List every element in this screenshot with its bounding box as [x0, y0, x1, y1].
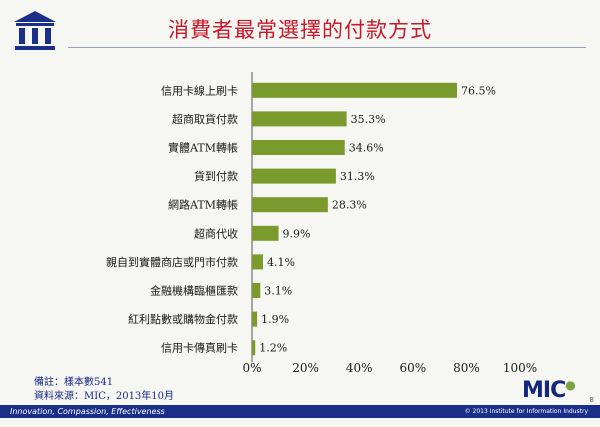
x-tick-label: 100% — [503, 361, 537, 375]
page-title: 消費者最常選擇的付款方式 — [168, 18, 432, 42]
category-label: 網路ATM轉帳 — [168, 198, 238, 212]
data-label: 35.3% — [351, 113, 386, 126]
category-label: 實體ATM轉帳 — [168, 141, 238, 155]
category-label: 信用卡線上刷卡 — [161, 83, 238, 97]
data-label: 28.3% — [332, 199, 367, 212]
bar — [252, 197, 328, 213]
x-tick-label: 0% — [242, 361, 261, 375]
title-divider — [68, 47, 586, 48]
mic-logo: MIC● — [522, 378, 576, 403]
bar — [252, 82, 458, 98]
bar — [252, 340, 256, 356]
data-label: 9.9% — [283, 227, 311, 240]
footer-copyright: © 2013 Institute for Information Industr… — [464, 408, 588, 415]
bar — [252, 111, 347, 127]
data-label: 4.1% — [267, 256, 295, 269]
bar — [252, 311, 258, 327]
data-label: 1.9% — [261, 313, 289, 326]
institution-pillars-icon — [14, 11, 56, 50]
x-tick-label: 60% — [399, 361, 426, 375]
category-label: 信用卡傳真刷卡 — [161, 341, 238, 355]
category-label: 超商取貨付款 — [172, 112, 238, 126]
data-label: 31.3% — [340, 170, 375, 183]
bar-chart: 信用卡線上刷卡 76.5% 超商取貨付款 35.3% 實體ATM轉帳 34.6% 貨到付款 3… — [106, 72, 537, 375]
data-label: 3.1% — [264, 285, 292, 298]
category-label: 超商代收 — [194, 226, 238, 240]
bar — [252, 225, 279, 241]
footer-bar: Innovation, Compassion, Effectiveness © … — [0, 405, 600, 418]
x-tick-label: 40% — [346, 361, 373, 375]
bar — [252, 168, 336, 184]
chart-notes: 備註：樣本數541 資料來源：MIC，2013年10月 — [34, 376, 174, 404]
category-label: 紅利點數或購物金付款 — [128, 312, 238, 326]
page-number: 8 — [589, 396, 594, 404]
category-label: 親自到實體商店或門市付款 — [106, 255, 238, 269]
footer-slogan: Innovation, Compassion, Effectiveness — [10, 407, 165, 416]
category-label: 貨到付款 — [194, 169, 238, 183]
data-label: 76.5% — [461, 84, 496, 97]
x-tick-label: 20% — [292, 361, 319, 375]
bar — [252, 140, 345, 155]
source-note: 資料來源：MIC，2013年10月 — [34, 391, 175, 402]
data-label: 1.2% — [259, 342, 287, 355]
bar — [252, 254, 263, 270]
sample-size-note: 備註：樣本數541 — [34, 377, 114, 388]
mic-logo-text: MIC — [522, 378, 566, 403]
data-label: 34.6% — [349, 142, 384, 155]
bar — [252, 283, 261, 298]
category-label: 金融機構臨櫃匯款 — [150, 284, 238, 298]
x-tick-label: 80% — [453, 361, 480, 375]
